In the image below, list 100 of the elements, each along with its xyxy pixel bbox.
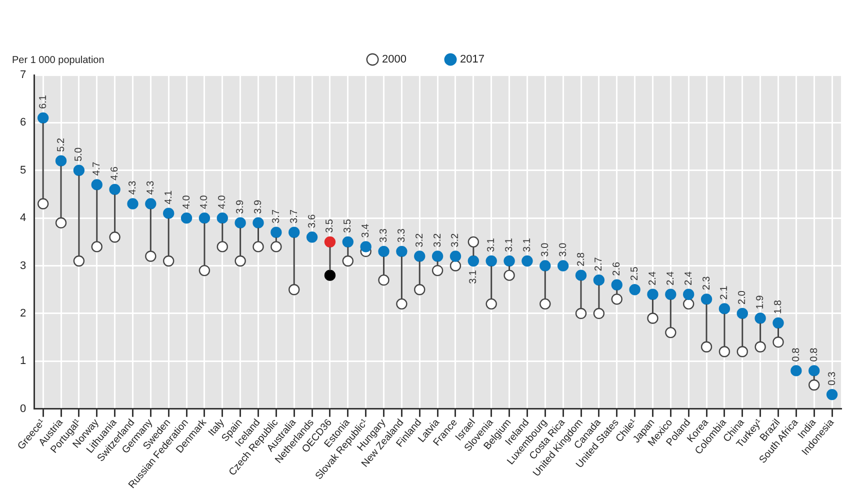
point [808,365,820,376]
data-label: 3.1 [468,270,480,284]
data-label: 2.7 [594,256,605,272]
point [611,279,622,290]
point [270,226,282,238]
point [288,226,300,238]
point [198,264,210,276]
point [145,250,156,262]
data-label: 3.2 [414,232,426,248]
point [522,255,533,267]
point [55,155,67,166]
point [665,326,676,338]
point [504,255,515,267]
point [432,250,444,262]
point [647,312,658,324]
point [360,241,372,252]
point [198,212,210,224]
data-label: 2.6 [612,262,623,276]
y-tick-label: 2 [20,308,26,320]
data-label: 4.0 [199,194,210,210]
data-label: 3.5 [324,218,336,233]
data-label: 2.8 [576,252,587,266]
y-axis-title: Per 1 000 population [12,54,104,66]
point [790,365,802,376]
data-label: 4.3 [145,180,156,195]
data-label: 2.4 [683,271,694,286]
data-label: 4.3 [127,180,138,195]
point [504,270,515,281]
point [324,236,336,248]
point [55,217,67,228]
point [37,198,49,210]
data-label: 4.7 [92,161,103,176]
point [252,241,264,252]
legend-label: 2017 [460,54,484,66]
data-label: 3.6 [306,214,318,228]
point [414,284,426,296]
data-label: 3.5 [342,218,354,233]
point [826,388,838,400]
data-label: 0.3 [826,371,838,386]
point [432,264,444,276]
data-label: 3.3 [378,228,390,242]
legend-label: 2000 [382,54,407,66]
point [540,260,551,272]
data-label: 3.4 [360,223,372,238]
point [342,255,354,267]
data-label: 3.1 [486,238,498,252]
data-label: 3.0 [540,242,551,257]
point [216,212,228,224]
point [342,236,354,248]
y-tick-label: 5 [20,164,26,176]
data-label: 4.0 [181,194,192,210]
data-label: 2.0 [737,290,748,304]
point [270,241,282,252]
point [575,308,587,320]
point [808,379,820,391]
point [665,288,676,300]
point [163,208,174,219]
data-label: 4.6 [110,166,121,180]
point [306,232,318,243]
data-label: 3.7 [270,209,282,224]
point [486,298,497,310]
point [216,241,228,252]
point [575,270,587,281]
point [736,308,748,320]
point [772,336,784,348]
data-label: 3.9 [235,200,246,214]
data-label: 3.7 [288,209,300,224]
y-tick-label: 3 [20,260,26,272]
data-label: 2.3 [701,276,712,290]
point [682,288,694,300]
y-tick-label: 0 [20,402,26,415]
data-label: 3.0 [558,242,569,257]
point [127,198,138,210]
data-label: 2.1 [719,285,730,300]
point [754,312,766,324]
point [396,246,408,258]
point [468,255,480,267]
y-tick-label: 1 [20,355,26,368]
data-label: 0.8 [808,347,820,362]
point [145,198,156,210]
point [73,164,85,176]
data-label: 1.9 [755,294,766,310]
point [288,284,300,296]
point [252,217,264,228]
data-label: 3.3 [396,228,408,242]
point [180,212,192,224]
data-label: 5.2 [56,138,67,152]
point [91,241,102,252]
point [450,250,462,262]
data-label: 6.1 [38,94,49,109]
point [378,246,390,258]
y-tick-label: 4 [20,212,26,224]
y-tick-label: 7 [20,69,26,82]
data-label: 5.0 [74,147,85,162]
data-label: 3.1 [504,238,516,252]
point [378,274,390,286]
point [629,284,640,296]
data-label: 1.8 [772,300,784,314]
point [163,255,174,267]
data-label: 2.5 [630,266,641,281]
